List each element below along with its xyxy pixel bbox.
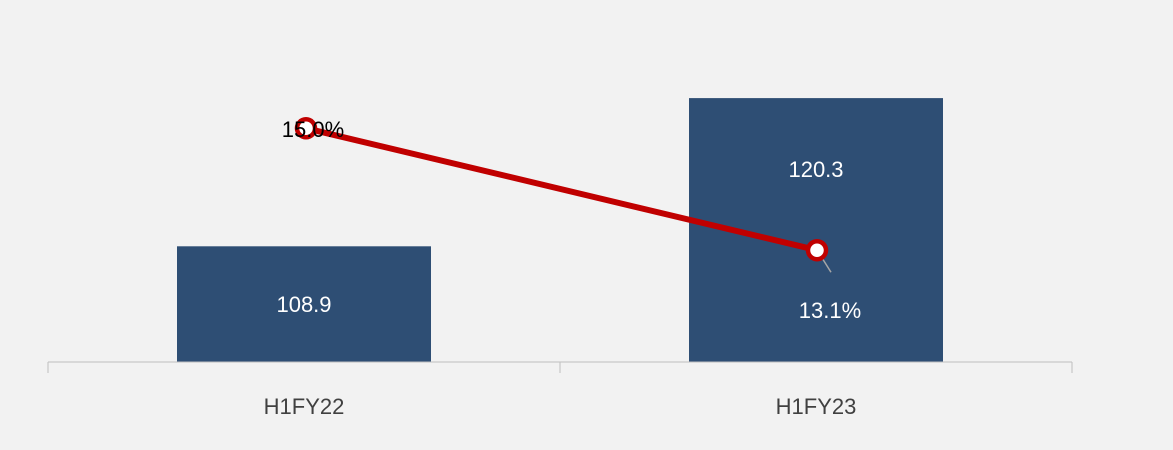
data-labels: 108.9 120.3 15.0% 13.1% [276,117,861,323]
bar-value-label: 120.3 [788,157,843,182]
line-marker [294,117,318,140]
x-tick-label: H1FY22 [264,394,345,419]
line-value-label: 15.0% [282,117,344,142]
line-value-label: 13.1% [799,298,861,323]
margin-line [303,125,820,254]
bar-h1fy22 [177,246,431,362]
line-series [294,117,832,273]
x-tick-label: H1FY23 [776,394,857,419]
x-axis: H1FY22 H1FY23 [47,361,1073,419]
line-marker [805,238,829,262]
bar-series [177,98,943,362]
bar-value-label: 108.9 [276,292,331,317]
